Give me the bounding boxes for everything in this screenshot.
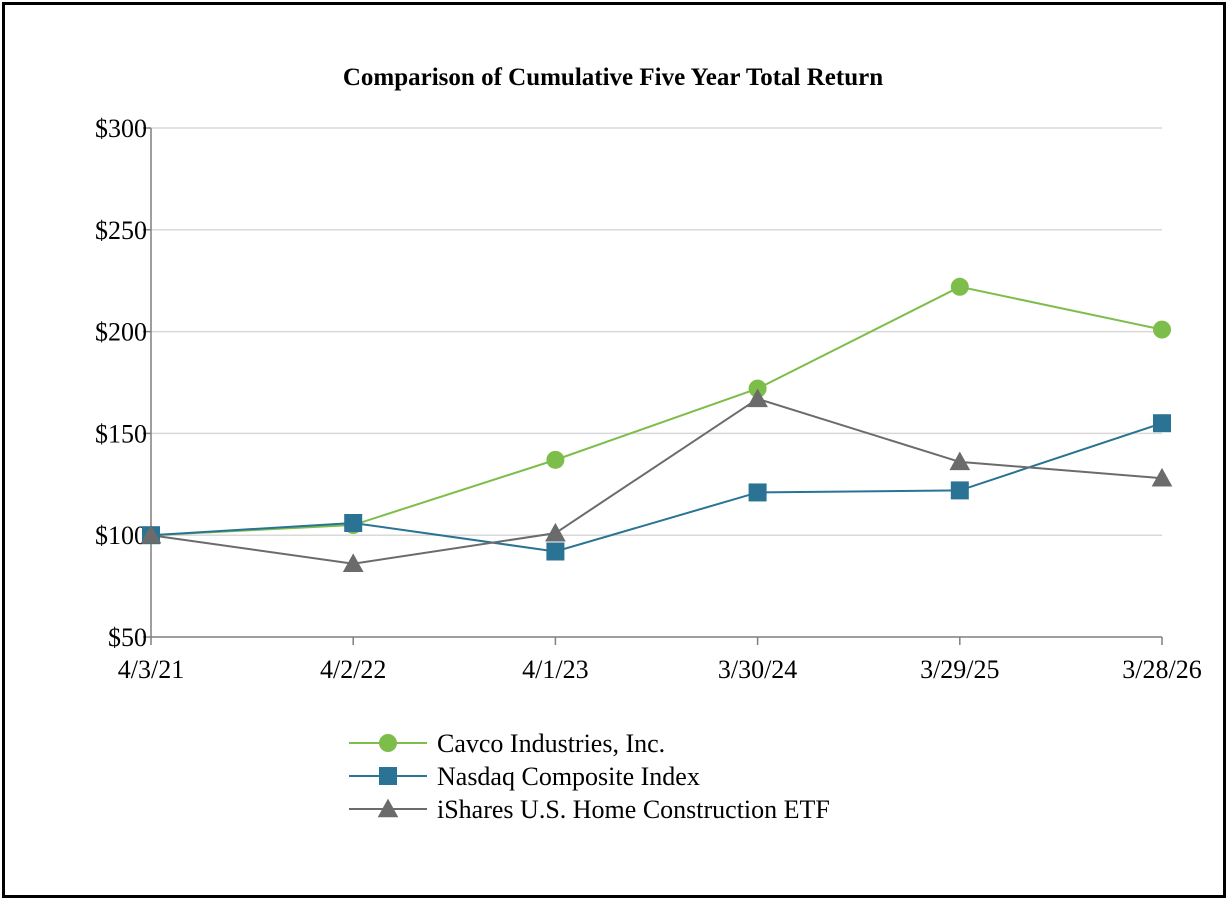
x-tick-label: 3/28/26 xyxy=(1122,655,1201,684)
series-group xyxy=(140,277,1173,572)
data-point-square xyxy=(950,481,969,500)
y-axis-ticks: $50 $100 $150 $200 $250 $300 xyxy=(95,114,147,652)
data-point-triangle xyxy=(545,522,566,542)
data-point-triangle xyxy=(747,388,768,408)
data-point-circle xyxy=(546,450,565,469)
x-tick-label: 3/30/24 xyxy=(718,655,797,684)
data-point-triangle xyxy=(342,553,364,572)
data-point-square xyxy=(1153,414,1171,433)
x-tick-label: 4/2/22 xyxy=(320,655,386,684)
legend-label: iShares U.S. Home Construction ETF xyxy=(437,795,830,824)
legend-marker xyxy=(379,734,397,752)
data-point-triangle xyxy=(1151,467,1173,487)
series-line xyxy=(150,397,1163,565)
x-tick-label: 4/1/23 xyxy=(522,655,588,684)
y-tick-label: $50 xyxy=(108,623,147,652)
grid-lines xyxy=(151,127,1162,536)
data-point-square xyxy=(748,483,767,502)
data-point-triangle xyxy=(140,524,162,544)
data-point-circle xyxy=(950,277,969,296)
legend-label: Cavco Industries, Inc. xyxy=(437,729,665,758)
chart-title: Comparison of Cumulative Five Year Total… xyxy=(343,64,883,91)
series-line xyxy=(150,285,1163,537)
axes xyxy=(143,127,1163,645)
series-line xyxy=(150,422,1163,553)
y-tick-label: $300 xyxy=(95,114,147,143)
data-point-square xyxy=(344,513,363,532)
x-tick-label: 3/29/25 xyxy=(920,655,999,684)
legend-marker xyxy=(379,767,397,785)
data-point-square xyxy=(546,542,565,561)
x-tick-label: 4/3/21 xyxy=(118,655,184,684)
legend-marker xyxy=(377,798,399,818)
legend: Cavco Industries, Inc. Nasdaq Composite I… xyxy=(349,729,830,824)
data-point-circle xyxy=(1153,320,1171,339)
legend-label: Nasdaq Composite Index xyxy=(437,762,700,791)
y-tick-label: $150 xyxy=(95,419,147,448)
y-tick-label: $200 xyxy=(95,318,147,347)
y-tick-label: $250 xyxy=(95,216,147,245)
y-tick-label: $100 xyxy=(95,521,147,550)
data-point-triangle xyxy=(949,451,971,471)
x-axis-ticks: 4/3/21 4/2/22 4/1/23 3/30/24 3/29/25 3/28/26 xyxy=(118,655,1202,684)
